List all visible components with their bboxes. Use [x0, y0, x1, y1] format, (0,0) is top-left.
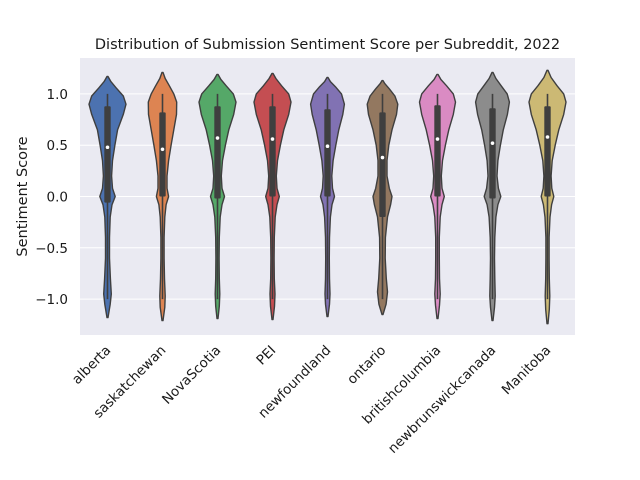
- y-tick-label: 1.0: [47, 87, 68, 103]
- y-axis-label: Sentiment Score: [15, 136, 31, 256]
- y-axis-ticks: 1.0 0.5 0.0 −0.5 −1.0: [35, 87, 68, 308]
- iqr-box-NovaScotia: [214, 106, 221, 199]
- x-tick-label: Manitoba: [499, 343, 555, 399]
- median-saskatchewan: [160, 147, 165, 152]
- median-britishcolumbia: [435, 137, 440, 141]
- iqr-box-saskatchewan: [159, 112, 166, 197]
- x-tick-label: alberta: [69, 343, 114, 388]
- x-tick-label: NovaScotia: [159, 343, 224, 408]
- median-alberta: [105, 145, 110, 150]
- iqr-box-newfoundland: [324, 109, 331, 197]
- iqr-box-ontario: [379, 112, 386, 218]
- median-Manitoba: [545, 135, 550, 139]
- chart-title: Distribution of Submission Sentiment Sco…: [95, 37, 560, 53]
- x-tick-label: PEI: [253, 343, 279, 369]
- y-tick-label: 0.0: [47, 190, 68, 206]
- iqr-box-newbrunswickcanada: [489, 108, 496, 199]
- median-NovaScotia: [215, 136, 220, 140]
- x-tick-label: newbrunswickcanada: [385, 343, 499, 457]
- median-newbrunswickcanada: [490, 141, 495, 145]
- median-PEI: [270, 137, 275, 141]
- iqr-box-britishcolumbia: [434, 105, 441, 197]
- y-tick-label: −0.5: [35, 241, 68, 257]
- iqr-box-Manitoba: [544, 106, 551, 197]
- y-tick-label: −1.0: [35, 292, 68, 308]
- y-tick-label: 0.5: [47, 138, 68, 154]
- median-newfoundland: [325, 144, 330, 149]
- violin-series: [88, 69, 567, 325]
- iqr-box-alberta: [104, 106, 111, 203]
- median-ontario: [380, 155, 385, 160]
- iqr-box-PEI: [269, 106, 276, 197]
- x-tick-label: ontario: [344, 343, 389, 388]
